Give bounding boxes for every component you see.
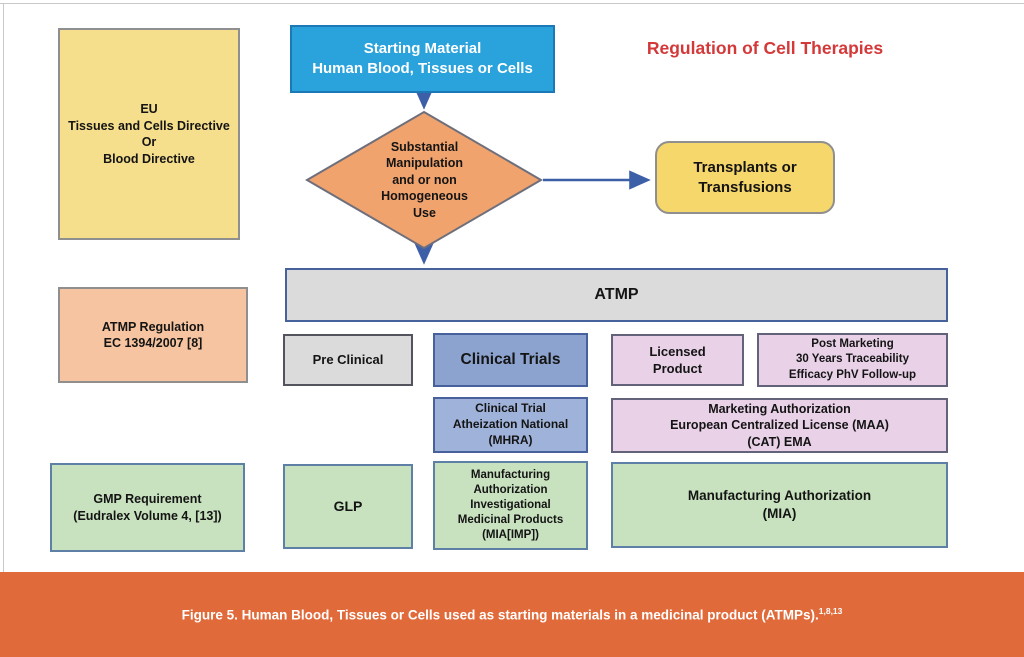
figure-caption-superscript: 1,8,13 bbox=[818, 606, 843, 617]
gmp-requirement-box: GMP Requirement (Eudralex Volume 4, [13]… bbox=[50, 463, 245, 552]
pre-clinical-box: Pre Clinical bbox=[283, 334, 413, 386]
licensed-product-box: Licensed Product bbox=[611, 334, 744, 386]
mia-imp-box: Manufacturing Authorization Investigatio… bbox=[433, 461, 588, 550]
figure-caption-text: Figure 5. Human Blood, Tissues or Cells … bbox=[181, 607, 819, 623]
post-marketing-box: Post Marketing 30 Years Traceability Eff… bbox=[757, 333, 948, 387]
starting-material-box: Starting Material Human Blood, Tissues o… bbox=[290, 25, 555, 93]
atmp-bar: ATMP bbox=[285, 268, 948, 322]
page-border-left bbox=[3, 3, 4, 572]
decision-diamond-label: Substantial Manipulation and or non Homo… bbox=[381, 139, 468, 220]
glp-box: GLP bbox=[283, 464, 413, 549]
figure-caption: Figure 5. Human Blood, Tissues or Cells … bbox=[182, 606, 843, 623]
eu-directive-box: EU Tissues and Cells Directive Or Blood … bbox=[58, 28, 240, 240]
marketing-authorization-box: Marketing Authorization European Central… bbox=[611, 398, 948, 453]
figure-caption-bar: Figure 5. Human Blood, Tissues or Cells … bbox=[0, 572, 1024, 657]
atmp-regulation-box: ATMP Regulation EC 1394/2007 [8] bbox=[58, 287, 248, 383]
clinical-trial-national-box: Clinical Trial Atheization National (MHR… bbox=[433, 397, 588, 453]
mia-box: Manufacturing Authorization (MIA) bbox=[611, 462, 948, 548]
page-title: Regulation of Cell Therapies bbox=[646, 38, 884, 58]
decision-diamond-shape bbox=[305, 110, 543, 250]
clinical-trials-box: Clinical Trials bbox=[433, 333, 588, 387]
page-border-top bbox=[0, 3, 1024, 4]
transplants-box: Transplants or Transfusions bbox=[655, 141, 835, 214]
